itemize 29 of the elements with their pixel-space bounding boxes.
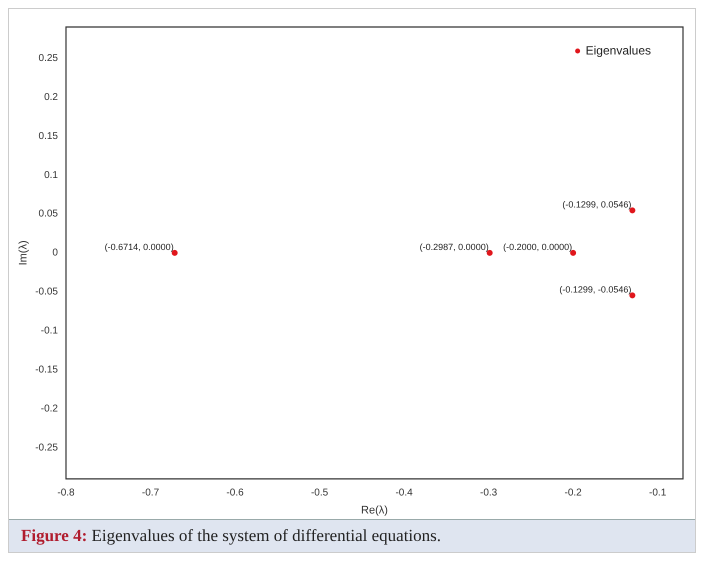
y-tick-label: -0.2 — [40, 403, 58, 414]
annotation: (-0.6714, 0.0000) — [104, 242, 174, 252]
x-tick-label: -0.5 — [310, 488, 329, 499]
legend-label: Eigenvalues — [586, 43, 652, 58]
annotation: (-0.2000, 0.0000) — [503, 242, 572, 252]
x-tick-label: -0.1 — [649, 488, 667, 499]
annotation: (-0.2987, 0.0000) — [420, 242, 489, 252]
y-tick-label: -0.05 — [35, 286, 58, 298]
y-tick-label: 0 — [52, 248, 58, 259]
y-tick-label: -0.25 — [35, 442, 58, 454]
y-tick-label: 0.2 — [44, 92, 58, 103]
y-tick-label: 0.05 — [38, 208, 58, 220]
x-tick-label: -0.4 — [395, 488, 414, 499]
x-tick-label: -0.3 — [480, 488, 498, 499]
y-tick-label: -0.1 — [40, 326, 58, 337]
y-tick-label: -0.15 — [35, 364, 58, 376]
x-axis-title: Re(λ) — [361, 504, 388, 516]
caption: Figure 4: Eigenvalues of the system of differential equations. — [21, 526, 442, 545]
y-axis-title: Im(λ) — [18, 240, 30, 266]
y-tick-label: 0.25 — [38, 52, 58, 64]
x-tick-label: -0.2 — [564, 488, 582, 499]
y-tick-label: 0.15 — [38, 130, 58, 142]
annotation: (-0.1299, 0.0546) — [562, 199, 632, 210]
y-tick-label: 0.1 — [44, 170, 58, 181]
x-tick-label: -0.6 — [226, 488, 244, 499]
x-tick-label: -0.7 — [142, 488, 160, 499]
x-tick-label: -0.8 — [57, 488, 76, 499]
annotation: (-0.1299, -0.0546) — [559, 284, 632, 294]
point — [570, 250, 576, 256]
